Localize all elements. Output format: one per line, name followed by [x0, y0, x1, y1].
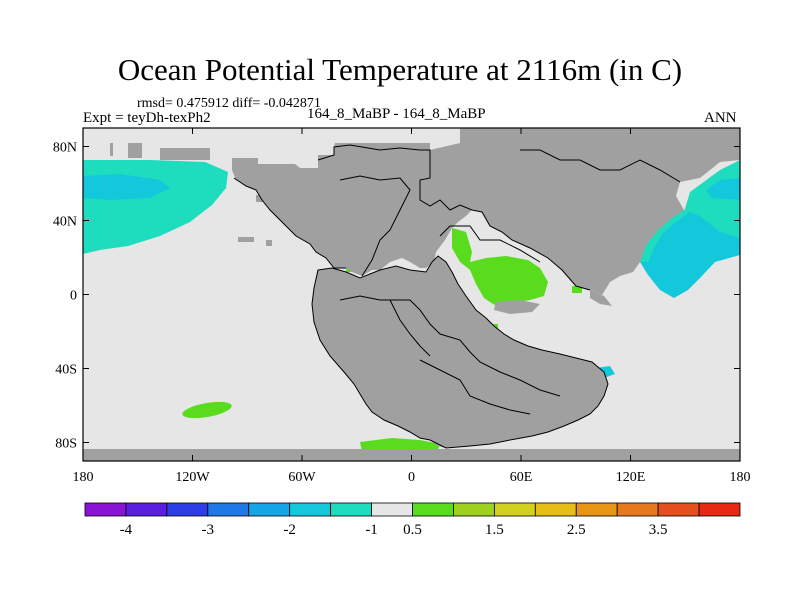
north-pacific-core-west — [83, 174, 170, 200]
lat-tick-label: 80S — [55, 437, 77, 452]
antarctic-margin-warm-anomaly — [360, 438, 440, 452]
colorbar-swatch — [616, 502, 659, 517]
coastlines — [233, 144, 681, 449]
north-pacific-core-east — [706, 178, 740, 200]
lat-tick-label: 80N — [53, 141, 77, 156]
coastline-north-atlantic-rim — [233, 177, 346, 269]
case-comparison-label: 164_8_MaBP - 164_8_MaBP — [307, 106, 486, 122]
colorbar-swatch — [657, 502, 700, 517]
lon-tick-label: 60W — [288, 470, 316, 485]
lon-tick-label: 180 — [730, 470, 751, 485]
coastline-southern-interior-b — [339, 295, 431, 357]
colorbar-swatch — [125, 502, 168, 517]
lon-tick-label: 120W — [175, 470, 210, 485]
season-label: ANN — [704, 110, 737, 126]
tethys-warm-dot — [572, 286, 582, 293]
coastline-southern-interior-a — [390, 299, 561, 397]
colorbar-label: 0.5 — [403, 522, 422, 538]
colorbar — [84, 502, 741, 517]
lat-tick-label: 0 — [70, 289, 77, 304]
lon-tick-label: 180 — [73, 470, 94, 485]
coastline-southern-interior-c — [419, 359, 531, 415]
colorbar-swatch — [330, 502, 372, 517]
map-plot-area — [83, 128, 740, 461]
longitude-labels: 180 120W 60W 0 60E 120E 180 — [73, 470, 751, 485]
colorbar-label: -4 — [120, 522, 133, 538]
colorbar-swatch — [493, 502, 536, 517]
rmsd-diff-stats: rmsd= 0.475912 diff= -0.042871 — [137, 96, 321, 111]
lon-tick-label: 0 — [408, 470, 415, 485]
coastline-southern-continent — [311, 255, 609, 449]
coastline-north-east — [520, 149, 681, 183]
western-island-bits — [238, 195, 308, 246]
lat-tick-label: 40S — [55, 363, 77, 378]
colorbar-swatch — [698, 502, 741, 517]
colorbar-swatch — [166, 502, 209, 517]
colorbar-swatch — [575, 502, 618, 517]
colorbar-label: 1.5 — [485, 522, 504, 538]
colorbar-swatch — [412, 502, 454, 517]
lon-tick-label: 60E — [510, 470, 533, 485]
coastline-north-subdivision — [339, 175, 411, 277]
northern-continent — [110, 128, 740, 295]
lon-tick-label: 120E — [616, 470, 646, 485]
south-pacific-warm-anomaly — [182, 401, 232, 419]
north-atlantic-rim — [640, 210, 690, 262]
colorbar-label: -2 — [283, 522, 296, 538]
colorbar-swatch — [207, 502, 250, 517]
experiment-label: Expt = teyDh-texPh2 — [83, 110, 211, 126]
colorbar-label: -3 — [202, 522, 215, 538]
colorbar-swatch — [371, 502, 413, 517]
southern-continent — [312, 256, 608, 448]
tethys-warm-anomaly-north — [482, 264, 510, 284]
north-atlantic-anomaly — [640, 210, 740, 298]
coastline-interior-a — [439, 225, 541, 263]
colorbar-swatch — [453, 502, 495, 517]
plot-title: Ocean Potential Temperature at 2116m (in… — [117, 52, 683, 87]
colorbar-label: 2.5 — [567, 522, 586, 538]
colorbar-label: 3.5 — [649, 522, 668, 538]
colorbar-swatch — [289, 502, 332, 517]
axis-ticks — [82, 128, 741, 461]
lat-tick-label: 40N — [53, 215, 77, 230]
colorbar-swatch — [248, 502, 291, 517]
coastline-northern-interior — [317, 144, 591, 291]
latitude-labels: 80N 40N 0 40S 80S — [53, 141, 77, 452]
colorbar-swatch — [84, 502, 127, 517]
colorbar-labels: -4 -3 -2 -1 0.5 1.5 2.5 3.5 — [120, 522, 668, 538]
colorbar-label: -1 — [365, 522, 378, 538]
tethys-island-a — [494, 300, 540, 314]
colorbar-swatch — [534, 502, 577, 517]
land-masses — [83, 128, 740, 461]
east-asia-shelf — [590, 290, 612, 306]
